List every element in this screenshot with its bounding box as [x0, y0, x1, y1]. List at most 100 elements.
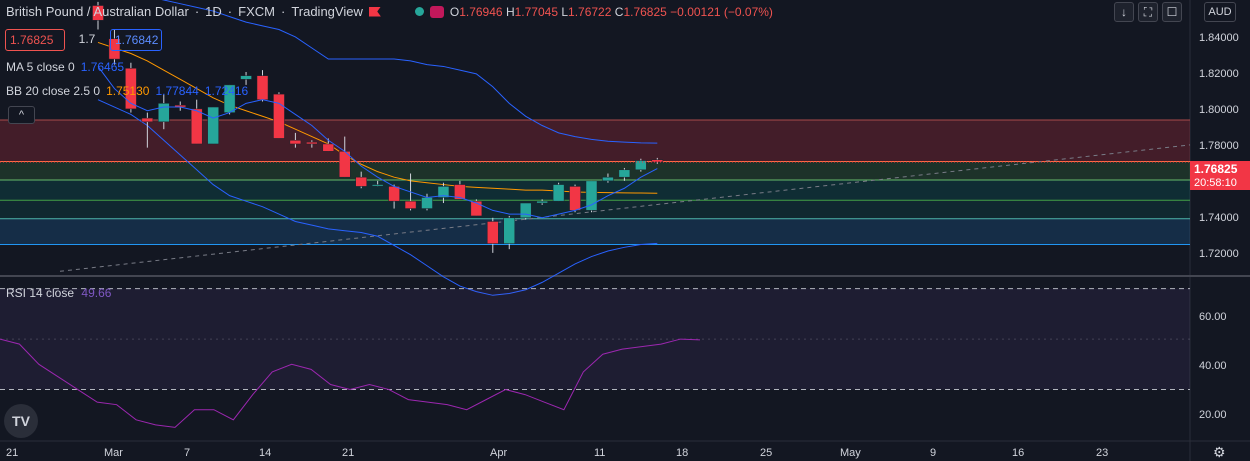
level-zone	[0, 161, 1190, 180]
date-label: 11	[594, 447, 606, 459]
rsi-axis-label: 20.00	[1199, 409, 1227, 421]
candle-body	[487, 221, 499, 244]
candle-body	[190, 108, 203, 145]
candle-body	[536, 200, 548, 204]
candle-body	[635, 160, 647, 171]
candle-body	[454, 184, 466, 200]
date-label: 7	[184, 447, 191, 459]
separator: ·	[280, 4, 286, 19]
candle-body	[388, 186, 400, 202]
trend-line	[59, 144, 1191, 272]
date-label: May	[840, 447, 861, 459]
candle-body	[322, 143, 335, 152]
bb-legend[interactable]: BB 20 close 2.5 0 1.75130 1.77844 1.7241…	[6, 84, 248, 98]
market-status-icon[interactable]	[414, 7, 424, 16]
price-axis-label: 1.82000	[1199, 68, 1239, 80]
candle-body	[108, 38, 121, 60]
candle-body	[569, 186, 581, 211]
currency-selector[interactable]: AUD	[1204, 2, 1236, 22]
ma-value: 1.76465	[80, 60, 125, 74]
date-label: 14	[259, 447, 272, 459]
bb-lower-line	[97, 99, 658, 296]
data-problem-icon[interactable]	[429, 5, 444, 18]
candle-body	[355, 176, 367, 187]
candle-body	[404, 200, 417, 209]
candle-body	[470, 200, 483, 217]
bar-countdown: 20:58:10	[1190, 176, 1250, 190]
candle-body	[141, 117, 154, 123]
date-label: 25	[760, 447, 773, 459]
candle-body	[289, 140, 302, 145]
change-value: −0.00121 (−0.07%)	[670, 4, 773, 19]
price-axis-label: 1.78000	[1199, 140, 1239, 152]
rsi-line	[0, 338, 701, 428]
separator: ·	[227, 4, 233, 19]
candle-body	[306, 141, 318, 145]
rsi-label: RSI 14 close	[6, 286, 75, 300]
symbol-legend[interactable]: British Pound / Australian Dollar · 1D ·…	[6, 4, 773, 19]
level-zone	[0, 119, 1190, 162]
maximize-icon[interactable]: ☐	[1162, 2, 1182, 22]
candle-body	[503, 217, 515, 244]
candle-body	[585, 180, 598, 211]
candle-body	[618, 169, 631, 178]
candle-body	[125, 68, 137, 110]
price-axis-label: 1.74000	[1199, 212, 1239, 224]
candle-body	[437, 186, 450, 198]
candle-body	[207, 106, 219, 145]
date-label: Mar	[104, 447, 123, 459]
candle-body	[421, 197, 433, 209]
rsi-legend[interactable]: RSI 14 close 49.66	[6, 286, 111, 300]
candle-body	[602, 176, 614, 182]
gear-icon[interactable]: ⚙	[1213, 444, 1226, 460]
bb-upper-value: 1.77844	[155, 84, 199, 98]
rsi-value: 49.66	[81, 286, 112, 300]
rsi-band	[0, 288, 1190, 390]
candle-body	[256, 75, 269, 100]
date-label: 9	[930, 447, 937, 459]
date-label: 16	[1012, 447, 1025, 459]
tradingview-logo[interactable]: TV	[4, 404, 38, 438]
symbol-name[interactable]: British Pound / Australian Dollar	[6, 4, 189, 19]
source-label: FXCM	[238, 4, 275, 19]
candle-body	[92, 5, 104, 21]
candle-body	[519, 202, 532, 219]
date-label: 21	[6, 447, 19, 459]
flag-icon[interactable]	[368, 6, 381, 17]
separator: ·	[194, 4, 200, 19]
buy-button[interactable]: 1.76842	[110, 29, 162, 51]
date-label: Apr	[490, 447, 508, 459]
candle-body	[552, 184, 565, 202]
ma5-line	[97, 66, 658, 219]
candle-body	[371, 184, 384, 187]
sell-button[interactable]: 1.76825	[5, 29, 65, 51]
candle-body	[273, 93, 285, 139]
bb-lower-value: 1.72416	[204, 84, 249, 98]
platform-label: TradingView	[291, 4, 363, 19]
arrow-down-icon[interactable]: ↓	[1114, 2, 1134, 22]
candle-body	[158, 103, 170, 123]
spread-value: 1.7	[78, 32, 96, 46]
date-label: 23	[1096, 447, 1109, 459]
level-zone	[0, 218, 1190, 245]
price-axis-label: 1.80000	[1199, 104, 1239, 116]
bb-basis-value: 1.75130	[106, 84, 150, 98]
last-price-label: 1.76825	[1190, 161, 1250, 177]
price-axis-label: 1.72000	[1199, 248, 1239, 260]
fullscreen-icon[interactable]: ⛶	[1138, 2, 1158, 22]
ma-label: MA 5 close 0	[6, 60, 75, 74]
date-label: 18	[676, 447, 689, 459]
rsi-axis-label: 60.00	[1199, 311, 1227, 323]
ma-legend[interactable]: MA 5 close 0 1.76465	[6, 60, 124, 74]
ohlc-values: O1.76946 H1.77045 L1.76722 C1.76825 −0.0…	[449, 4, 773, 19]
bb-label: BB 20 close 2.5 0	[6, 84, 101, 98]
date-label: 21	[342, 447, 355, 459]
price-axis-label: 1.84000	[1199, 32, 1239, 44]
collapse-legend-button[interactable]: ^	[8, 106, 35, 124]
rsi-axis-label: 40.00	[1199, 360, 1227, 372]
bb-upper-line	[161, 0, 658, 144]
candle-body	[240, 75, 252, 80]
interval-label[interactable]: 1D	[205, 4, 222, 19]
